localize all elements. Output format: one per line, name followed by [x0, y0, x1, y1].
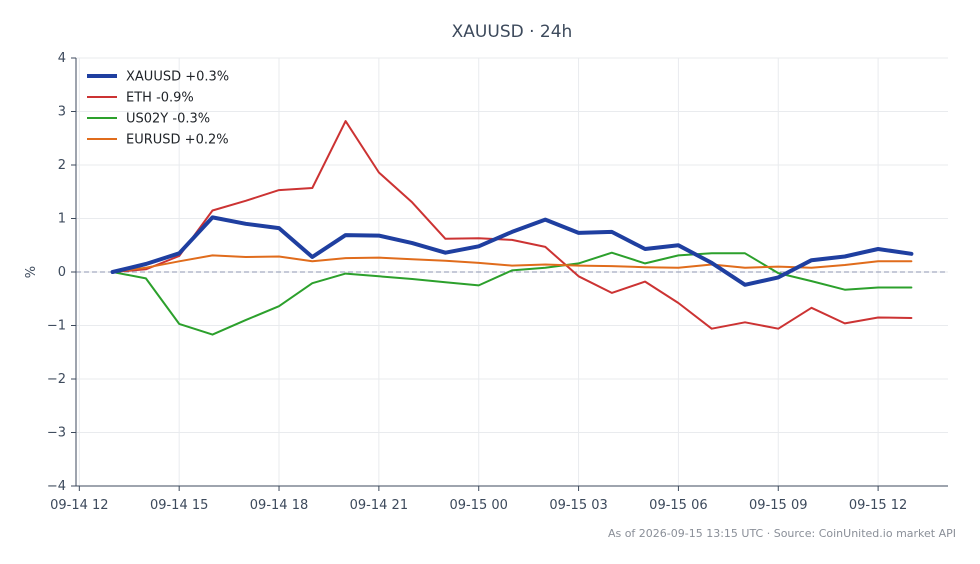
chart-title: XAUUSD · 24h: [452, 22, 573, 42]
axes: [71, 57, 948, 491]
x-tick-label: 09-14 18: [250, 498, 308, 513]
x-tick-label: 09-14 12: [50, 498, 108, 513]
y-tick-label: 3: [58, 105, 66, 120]
y-tick-label: −3: [47, 426, 66, 441]
x-tick-label: 09-14 15: [150, 498, 208, 513]
series-line-us02y: [111, 251, 913, 336]
y-tick-label: 4: [58, 51, 66, 66]
x-tick-labels: 09-14 12 09-14 15 09-14 18 09-14 21 09-15 00…: [50, 498, 907, 513]
x-tick-label: 09-15 00: [449, 498, 507, 513]
y-tick-labels: 4 3 2 1 0 −1 −2 −3 −4: [47, 51, 66, 494]
y-tick-label: −1: [47, 319, 66, 334]
x-tick-label: 09-14 21: [350, 498, 408, 513]
series-lines: [110, 120, 914, 336]
y-tick-label: −4: [47, 479, 66, 494]
x-tick-label: 09-15 03: [549, 498, 607, 513]
y-tick-label: 2: [58, 158, 66, 173]
x-tick-label: 09-15 06: [649, 498, 707, 513]
x-tick-label: 09-15 09: [749, 498, 807, 513]
legend-label-eurusd: EURUSD +0.2%: [126, 133, 229, 148]
footer-source: As of 2026-09-15 13:15 UTC · Source: Coi…: [608, 527, 956, 540]
series-line-eurusd: [111, 254, 913, 273]
y-tick-label: −2: [47, 372, 66, 387]
legend-label-xauusd: XAUUSD +0.3%: [126, 70, 229, 85]
legend: XAUUSD +0.3% ETH -0.9% US02Y -0.3% EURUSD +…: [87, 70, 229, 148]
legend-label-eth: ETH -0.9%: [126, 91, 194, 106]
y-axis-label: %: [24, 266, 39, 278]
y-tick-label: 0: [58, 265, 66, 280]
series-line-eth: [111, 120, 913, 330]
legend-label-us02y: US02Y -0.3%: [126, 112, 210, 127]
series-line-xauusd: [110, 215, 914, 287]
y-tick-label: 1: [58, 212, 66, 227]
x-tick-label: 09-15 12: [849, 498, 907, 513]
